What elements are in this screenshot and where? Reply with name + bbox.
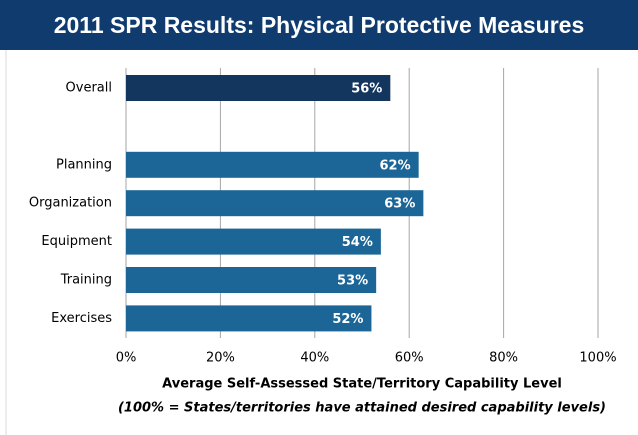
data-label: 56% (351, 82, 382, 97)
x-tick-label: 80% (489, 351, 518, 366)
data-label: 63% (384, 197, 415, 212)
bar (126, 228, 381, 255)
chart-title: 2011 SPR Results: Physical Protective Me… (54, 12, 585, 38)
y-tick-label: Overall (66, 81, 112, 96)
x-tick-label: 40% (300, 351, 329, 366)
data-label: 54% (342, 235, 373, 250)
bar (126, 151, 419, 178)
y-tick-label: Training (60, 273, 112, 288)
axis-note: (100% = States/territories have attained… (118, 401, 606, 416)
data-label: 52% (332, 312, 363, 327)
x-tick-label: 0% (116, 351, 137, 366)
bar (126, 305, 372, 332)
bar (126, 75, 391, 101)
bar (126, 190, 424, 217)
x-tick-label: 60% (395, 351, 424, 366)
y-tick-label: Organization (29, 196, 112, 211)
y-tick-label: Equipment (41, 234, 112, 249)
data-label: 62% (380, 158, 411, 173)
data-label: 53% (337, 274, 368, 289)
y-tick-label: Exercises (51, 311, 112, 326)
bar (126, 267, 377, 293)
x-tick-label: 100% (579, 351, 616, 366)
x-axis-label: Average Self-Assessed State/Territory Ca… (162, 377, 562, 392)
y-tick-label: Planning (56, 157, 112, 172)
title-banner (0, 0, 638, 50)
x-tick-label: 20% (206, 351, 235, 366)
